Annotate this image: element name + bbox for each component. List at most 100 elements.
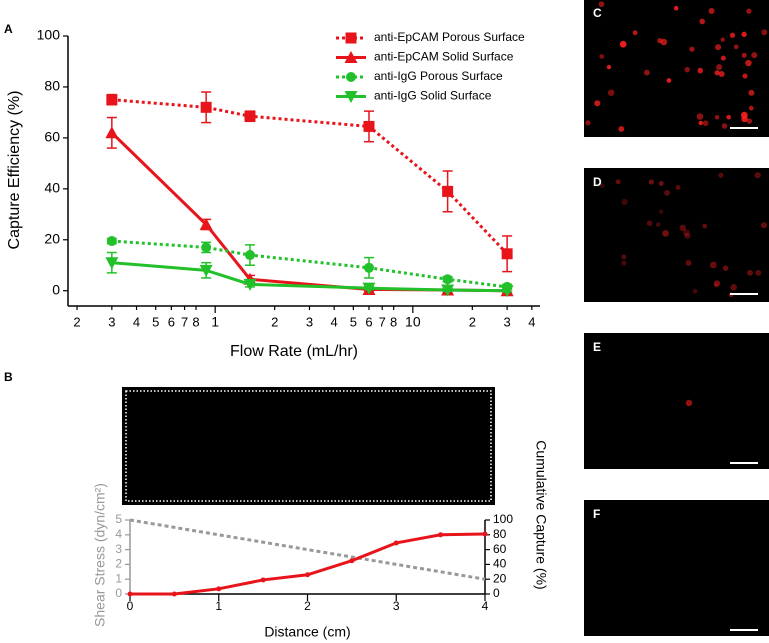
cell-dot (741, 31, 747, 37)
cell-dot (673, 5, 679, 11)
legend-label: anti-IgG Solid Surface (374, 89, 492, 103)
legend-label: anti-EpCAM Solid Surface (374, 50, 514, 64)
y-tick-label: 80 (44, 78, 60, 94)
cell-dot (714, 114, 720, 120)
marker (438, 532, 444, 538)
marker (393, 540, 399, 546)
x-tick-label: 5 (350, 314, 357, 329)
marker (199, 264, 213, 277)
series-line (129, 518, 486, 581)
panel-label: D (593, 175, 602, 189)
cell-dot (718, 172, 724, 178)
panel-label: C (593, 6, 602, 20)
series-line (130, 532, 486, 596)
x-tick-label: 6 (168, 314, 175, 329)
cell-dot (594, 100, 601, 107)
marker (441, 284, 455, 297)
x-tick-label: 3 (393, 599, 400, 613)
cell-dot (761, 29, 768, 36)
cell-dot (733, 44, 739, 50)
y-tick-label: 5 (115, 512, 122, 526)
y2-tick-label: 100 (493, 512, 513, 526)
panel-label: A (4, 22, 13, 36)
cell-dot (714, 70, 720, 76)
cell-dot (621, 260, 627, 266)
cell-dot (720, 55, 726, 61)
y-tick-label: 40 (44, 180, 60, 196)
cell-dot (698, 120, 703, 126)
series-line (111, 261, 508, 293)
cell-dot (655, 222, 661, 227)
x-tick-label: 2 (73, 314, 80, 329)
y2-tick-label: 60 (493, 542, 507, 556)
x-tick-label: 2 (469, 314, 476, 329)
x-tick-label: 7 (181, 314, 188, 329)
y2-tick-label: 80 (493, 527, 507, 541)
y-axis-label: Shear Stress (dyn/cm²) (92, 483, 108, 627)
x-tick-label: 7 (379, 314, 386, 329)
y-tick-label: 4 (115, 527, 122, 541)
x-tick-label: 2 (271, 314, 278, 329)
x-tick-label: 4 (133, 314, 140, 329)
channel-image (122, 387, 495, 505)
cell-dot (598, 1, 605, 8)
panel-label: B (4, 370, 13, 384)
marker (500, 285, 514, 298)
marker (199, 217, 213, 230)
marker (305, 572, 310, 578)
cell-dot (726, 114, 731, 120)
panel-label: F (593, 507, 600, 521)
cell-dot (621, 254, 627, 260)
marker (244, 110, 256, 122)
x-tick-label: 2 (304, 599, 311, 613)
cell-dot (755, 269, 762, 276)
marker (363, 262, 374, 273)
legend-label: anti-IgG Porous Surface (374, 69, 503, 83)
legend-marker (346, 72, 356, 82)
cell-dot (722, 265, 729, 271)
series-line (111, 98, 509, 255)
legend-marker (344, 51, 358, 63)
cell-dot (710, 261, 717, 269)
y-tick-label: 60 (44, 129, 60, 145)
y-axis-label: Capture Efficiency (%) (6, 91, 23, 250)
marker (105, 257, 119, 270)
cell-dot (742, 73, 748, 79)
x-tick-label: 1 (215, 599, 222, 613)
cell-dot (702, 120, 709, 127)
cell-dot (751, 52, 758, 59)
cell-dot (713, 282, 719, 288)
y2-axis-label: Cumulative Capture (%) (533, 440, 549, 589)
cell-dot (599, 183, 605, 188)
cell-dot (606, 64, 612, 70)
marker (442, 185, 454, 197)
cell-dot (684, 66, 690, 73)
y2-tick-label: 0 (493, 586, 500, 600)
cell-dot (657, 37, 663, 44)
cell-dot (721, 123, 728, 129)
cell-dot (699, 18, 706, 25)
y-tick-label: 0 (52, 281, 60, 297)
cell-dot (730, 284, 737, 291)
y-tick-label: 100 (37, 27, 61, 43)
cell-dot (748, 105, 754, 111)
x-axis-label: Distance (cm) (264, 624, 350, 640)
marker (216, 586, 222, 592)
cell-dot (702, 223, 708, 229)
cell-dot (675, 184, 681, 190)
x-tick-label: 3 (504, 314, 511, 329)
x-tick-label: 0 (127, 599, 134, 613)
x-axis-label: Flow Rate (mL/hr) (230, 343, 358, 360)
x-tick-label: 4 (528, 314, 535, 329)
cell-dot (754, 172, 761, 179)
y-tick-label: 2 (115, 557, 122, 571)
cell-dot (684, 232, 691, 239)
cell-dot (585, 120, 591, 126)
marker (362, 282, 376, 295)
cell-dot (696, 113, 704, 120)
cell-dot (618, 126, 625, 132)
cell-dot (679, 224, 687, 232)
marker (243, 278, 257, 291)
x-tick-label: 3 (306, 314, 313, 329)
cell-dot (745, 59, 752, 67)
